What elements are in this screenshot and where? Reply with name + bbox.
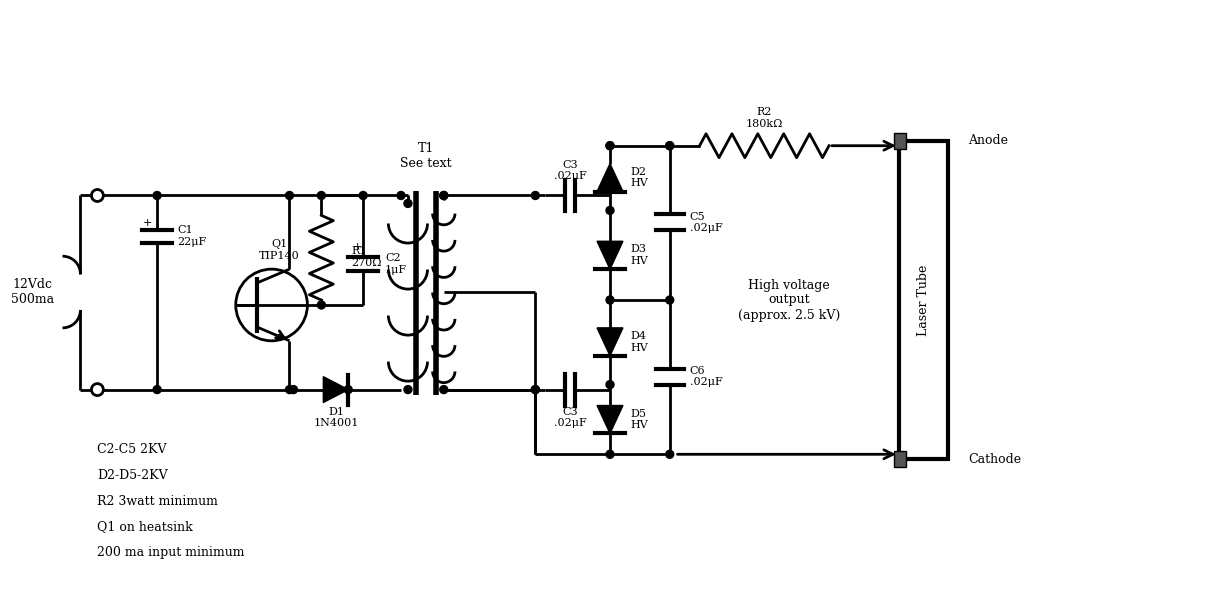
Bar (899, 141, 948, 459)
Circle shape (439, 386, 448, 394)
Circle shape (606, 142, 614, 149)
Text: D1
1N4001: D1 1N4001 (314, 407, 359, 428)
Circle shape (289, 386, 298, 394)
Circle shape (439, 191, 448, 199)
Circle shape (285, 191, 294, 199)
Text: C1
22μF: C1 22μF (177, 226, 206, 247)
Text: D2-D5-2KV: D2-D5-2KV (98, 469, 168, 482)
Text: D2
HV: D2 HV (630, 167, 648, 188)
Circle shape (666, 142, 673, 149)
Text: Cathode: Cathode (969, 453, 1021, 466)
Text: D3
HV: D3 HV (630, 244, 648, 266)
Polygon shape (597, 164, 623, 191)
Text: R1
270Ω: R1 270Ω (351, 247, 382, 268)
Circle shape (606, 142, 614, 149)
Text: R2
180kΩ: R2 180kΩ (745, 107, 783, 128)
Text: D4
HV: D4 HV (630, 331, 648, 353)
Text: +: + (353, 242, 362, 252)
Text: High voltage
output
(approx. 2.5 kV): High voltage output (approx. 2.5 kV) (738, 278, 841, 322)
Text: Laser Tube: Laser Tube (917, 265, 930, 335)
Text: C3
.02μF: C3 .02μF (554, 160, 587, 181)
Text: C3
.02μF: C3 .02μF (554, 407, 587, 428)
Text: D5
HV: D5 HV (630, 409, 648, 430)
Text: 12Vdc
500ma: 12Vdc 500ma (11, 278, 54, 306)
Circle shape (344, 386, 353, 394)
Polygon shape (597, 241, 623, 269)
Text: R2 3watt minimum: R2 3watt minimum (98, 494, 218, 508)
Circle shape (606, 451, 614, 458)
Circle shape (439, 191, 448, 199)
Circle shape (666, 296, 673, 304)
Circle shape (606, 296, 614, 304)
Circle shape (666, 142, 673, 149)
Circle shape (532, 386, 539, 394)
Text: C5
.02μF: C5 .02μF (689, 212, 722, 233)
Circle shape (404, 386, 412, 394)
Circle shape (154, 386, 161, 394)
Polygon shape (597, 328, 623, 356)
Polygon shape (323, 377, 348, 403)
Circle shape (359, 191, 367, 199)
Bar (894, 451, 905, 467)
Text: +: + (143, 218, 152, 229)
Circle shape (285, 386, 294, 394)
Text: C2
1μF: C2 1μF (386, 253, 407, 275)
Text: Q1
TIP140: Q1 TIP140 (259, 239, 300, 261)
Circle shape (606, 206, 614, 214)
Circle shape (666, 451, 673, 458)
Circle shape (317, 191, 326, 199)
Text: T1
See text: T1 See text (400, 142, 451, 170)
Circle shape (532, 191, 539, 199)
Circle shape (396, 191, 405, 199)
Circle shape (317, 301, 326, 309)
Text: 200 ma input minimum: 200 ma input minimum (98, 547, 245, 559)
Text: Anode: Anode (969, 134, 1009, 147)
Circle shape (154, 191, 161, 199)
Circle shape (532, 386, 539, 394)
Bar (894, 133, 905, 149)
Circle shape (606, 380, 614, 389)
Text: Q1 on heatsink: Q1 on heatsink (98, 520, 193, 533)
Circle shape (404, 199, 412, 208)
Polygon shape (597, 406, 623, 433)
Text: C2-C5 2KV: C2-C5 2KV (98, 443, 167, 456)
Text: C6
.02μF: C6 .02μF (689, 366, 722, 388)
